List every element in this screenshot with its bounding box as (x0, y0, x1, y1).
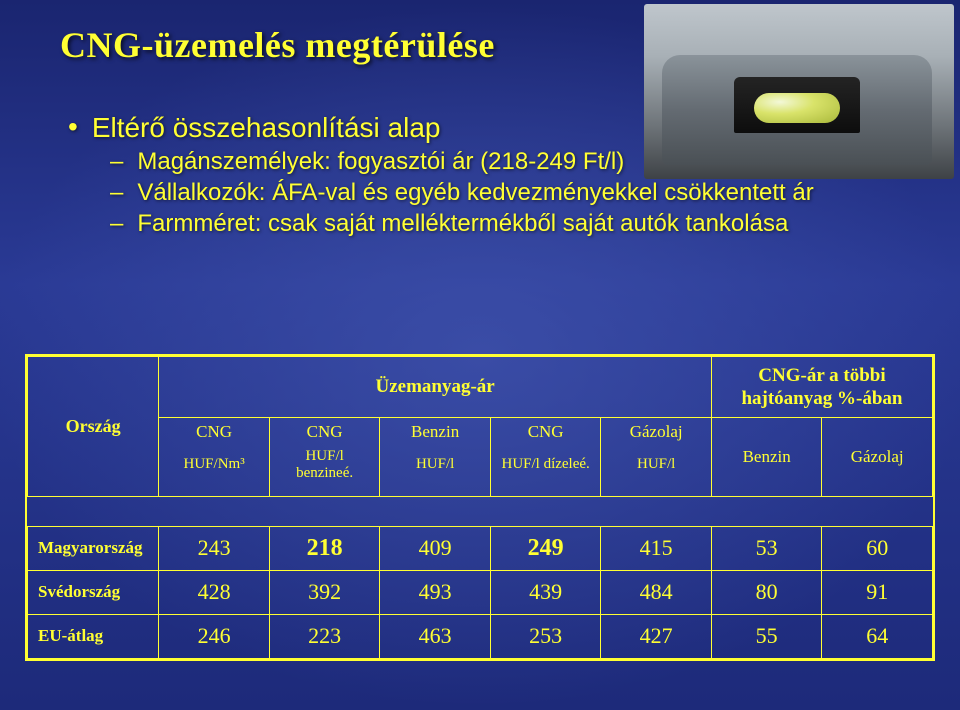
bullet-l2a-text: Magánszemélyek: fogyasztói ár (218-249 F… (137, 148, 624, 177)
header-cngratio: CNG-ár a többi hajtóanyag %-ában (711, 357, 932, 418)
header-cngratio-l1: CNG-ár a többi (758, 365, 885, 386)
col-fuel-6: Benzin (711, 417, 822, 496)
row-name-2: EU-átlag (28, 614, 159, 658)
bullet-dash-icon: – (110, 148, 123, 177)
row-name-0: Magyarország (28, 526, 159, 570)
cell: 80 (711, 570, 822, 614)
col-fuel-3: Benzin (380, 417, 491, 446)
car-trunk-image (644, 4, 954, 179)
col-unit-1: HUF/Nm³ (159, 446, 270, 497)
cell: 246 (159, 614, 270, 658)
cell: 55 (711, 614, 822, 658)
cell: 253 (490, 614, 601, 658)
table-header-row2: CNG CNG Benzin CNG Gázolaj Benzin Gázola… (28, 417, 933, 446)
table-spacer (28, 496, 933, 526)
cell: 249 (490, 526, 601, 570)
col-unit-2: HUF/l benzineé. (269, 446, 380, 497)
col-fuel-1: CNG (159, 417, 270, 446)
cell: 484 (601, 570, 712, 614)
col-fuel-4: CNG (490, 417, 601, 446)
header-fuelprice: Üzemanyag-ár (159, 357, 712, 418)
cell: 427 (601, 614, 712, 658)
cng-tank-shape (754, 93, 840, 123)
bullet-level2: – Vállalkozók: ÁFA-val és egyéb kedvezmé… (110, 179, 920, 208)
header-country: Ország (28, 357, 159, 497)
table-row: EU-átlag 246 223 463 253 427 55 64 (28, 614, 933, 658)
cell: 439 (490, 570, 601, 614)
header-cngratio-l2: hajtóanyag %-ában (741, 388, 902, 409)
bullet-dash-icon: – (110, 210, 123, 239)
cell: 64 (822, 614, 933, 658)
table-row: Svédország 428 392 493 439 484 80 91 (28, 570, 933, 614)
price-table: Ország Üzemanyag-ár CNG-ár a többi hajtó… (25, 354, 935, 661)
bullet-level2: – Farmméret: csak saját melléktermékből … (110, 210, 920, 239)
table-row: Magyarország 243 218 409 249 415 53 60 (28, 526, 933, 570)
cell: 428 (159, 570, 270, 614)
col-unit-5: HUF/l (601, 446, 712, 497)
slide: CNG-üzemelés megtérülése • Eltérő összeh… (0, 0, 960, 710)
col-fuel-7: Gázolaj (822, 417, 933, 496)
bullet-l2c-text: Farmméret: csak saját melléktermékből sa… (137, 210, 788, 239)
cell: 392 (269, 570, 380, 614)
cell: 409 (380, 526, 491, 570)
bullet-dash-icon: – (110, 179, 123, 208)
price-table-element: Ország Üzemanyag-ár CNG-ár a többi hajtó… (27, 356, 933, 659)
cell: 223 (269, 614, 380, 658)
cell: 415 (601, 526, 712, 570)
bullet-l2b-text: Vállalkozók: ÁFA-val és egyéb kedvezmény… (137, 179, 813, 208)
cell: 493 (380, 570, 491, 614)
bullet-dot-icon: • (68, 112, 78, 144)
cell: 243 (159, 526, 270, 570)
cell: 53 (711, 526, 822, 570)
bullet-l1-text: Eltérő összehasonlítási alap (92, 112, 441, 144)
col-fuel-2: CNG (269, 417, 380, 446)
col-unit-3: HUF/l (380, 446, 491, 497)
cell: 218 (269, 526, 380, 570)
cell: 91 (822, 570, 933, 614)
table-header-row1: Ország Üzemanyag-ár CNG-ár a többi hajtó… (28, 357, 933, 418)
col-unit-4: HUF/l dízeleé. (490, 446, 601, 497)
col-fuel-5: Gázolaj (601, 417, 712, 446)
row-name-1: Svédország (28, 570, 159, 614)
cell: 60 (822, 526, 933, 570)
cell: 463 (380, 614, 491, 658)
